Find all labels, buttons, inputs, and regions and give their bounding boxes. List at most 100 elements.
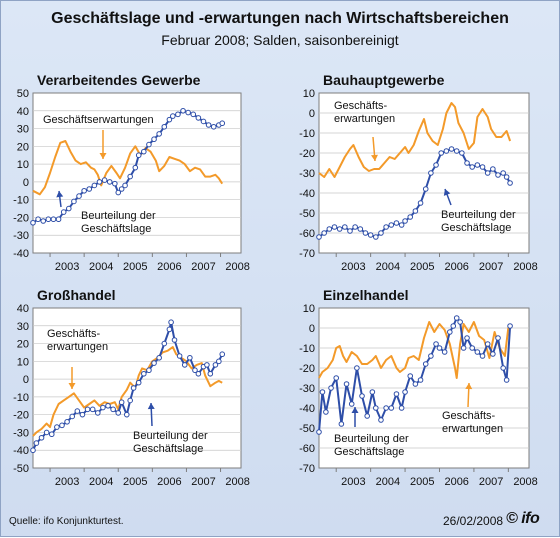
data-point [495, 335, 501, 341]
data-point [96, 179, 103, 185]
data-point [94, 410, 101, 416]
data-point [338, 421, 345, 427]
data-point [398, 222, 405, 228]
data-point [151, 136, 157, 143]
series-annotation: Geschäfts-erwartungen [442, 410, 503, 435]
data-point [132, 164, 139, 171]
y-tick-label: 10 [17, 159, 29, 171]
y-tick-label: -30 [13, 230, 29, 242]
data-point [417, 377, 424, 383]
data-point [118, 399, 125, 406]
data-point [352, 224, 358, 230]
data-point [105, 402, 111, 409]
data-point [443, 148, 450, 154]
data-point [112, 180, 118, 187]
data-point [64, 418, 70, 425]
plot-area [32, 307, 242, 469]
y-tick-label: -50 [13, 463, 29, 475]
data-point [453, 315, 460, 321]
data-point [479, 164, 486, 170]
series-annotation: Beurteilung der Geschäftslage [334, 433, 409, 458]
y-tick-label: 0 [23, 374, 29, 386]
y-tick-label: -10 [13, 195, 29, 207]
data-point [33, 440, 40, 446]
annotation-arrowhead [56, 191, 64, 198]
data-point [347, 228, 353, 234]
annotation-arrowhead [147, 403, 155, 410]
data-point [484, 170, 491, 176]
series-line-expectations [318, 102, 512, 178]
data-point [342, 224, 348, 230]
data-point [457, 319, 463, 325]
x-tick-label: 2007 [191, 261, 215, 273]
data-point [417, 200, 424, 206]
data-point [204, 362, 210, 368]
data-point [89, 406, 96, 413]
plot-area [32, 92, 242, 254]
data-point [407, 373, 414, 379]
data-point [373, 405, 379, 411]
x-tick-label: 2003 [55, 261, 79, 273]
data-point [54, 424, 60, 430]
y-tick-label: 20 [17, 339, 29, 351]
data-point [195, 370, 202, 377]
data-point [100, 404, 106, 411]
data-point [38, 434, 45, 441]
y-tick-label: 0 [309, 108, 315, 120]
data-point [422, 361, 429, 367]
annotation-arrowhead [443, 189, 451, 196]
data-point [175, 111, 181, 118]
y-tick-label: -10 [299, 128, 315, 140]
publication-date: 26/02/2008 [443, 514, 504, 528]
data-point [210, 123, 217, 130]
chart-wholesale-panel: -50 -40 -30 -20 -10 0 10 20 30 40 2003 2004 2005 2006… [13, 303, 250, 488]
series-line-expectations [32, 140, 224, 196]
data-point [490, 166, 496, 172]
data-point [412, 381, 419, 387]
data-point [60, 209, 67, 215]
y-tick-label: -40 [13, 445, 29, 457]
data-point [81, 187, 87, 194]
data-point [354, 365, 360, 371]
x-tick-label: 2003 [55, 476, 79, 488]
data-point [367, 232, 374, 238]
data-point [101, 177, 108, 183]
data-point [166, 326, 173, 333]
data-point [412, 208, 419, 214]
data-point [171, 337, 178, 343]
y-tick-label: -60 [299, 228, 315, 240]
data-point [369, 389, 376, 395]
data-point [328, 385, 334, 391]
series-line-expectations [318, 321, 511, 379]
data-point [357, 226, 364, 232]
data-point [383, 224, 389, 230]
data-point [503, 377, 510, 383]
data-point [428, 353, 434, 359]
y-tick-label: -30 [13, 427, 29, 439]
x-tick-label: 2007 [479, 261, 503, 273]
data-point [336, 226, 343, 232]
data-point [500, 365, 506, 371]
y-tick-label: -40 [13, 248, 29, 260]
x-tick-label: 2004 [376, 261, 400, 273]
data-point [156, 354, 162, 361]
data-point [35, 216, 41, 223]
data-point [448, 146, 455, 152]
y-tick-label: -30 [299, 168, 315, 180]
y-tick-label: 0 [309, 323, 315, 335]
data-point [503, 174, 510, 180]
x-tick-label: 2007 [191, 476, 215, 488]
data-point [69, 413, 76, 420]
data-point [402, 389, 408, 395]
y-tick-label: -50 [299, 208, 315, 220]
series-annotation: Geschäftserwartungen [43, 114, 154, 126]
x-tick-label: 2006 [444, 476, 468, 488]
panel-title-construction: Bauhauptgewerbe [323, 72, 445, 88]
data-point [170, 113, 176, 119]
data-point [110, 406, 116, 413]
data-point [348, 401, 355, 407]
data-point [156, 131, 162, 137]
data-point [464, 160, 470, 166]
y-tick-label: 40 [17, 303, 29, 315]
y-tick-label: 10 [17, 356, 29, 368]
